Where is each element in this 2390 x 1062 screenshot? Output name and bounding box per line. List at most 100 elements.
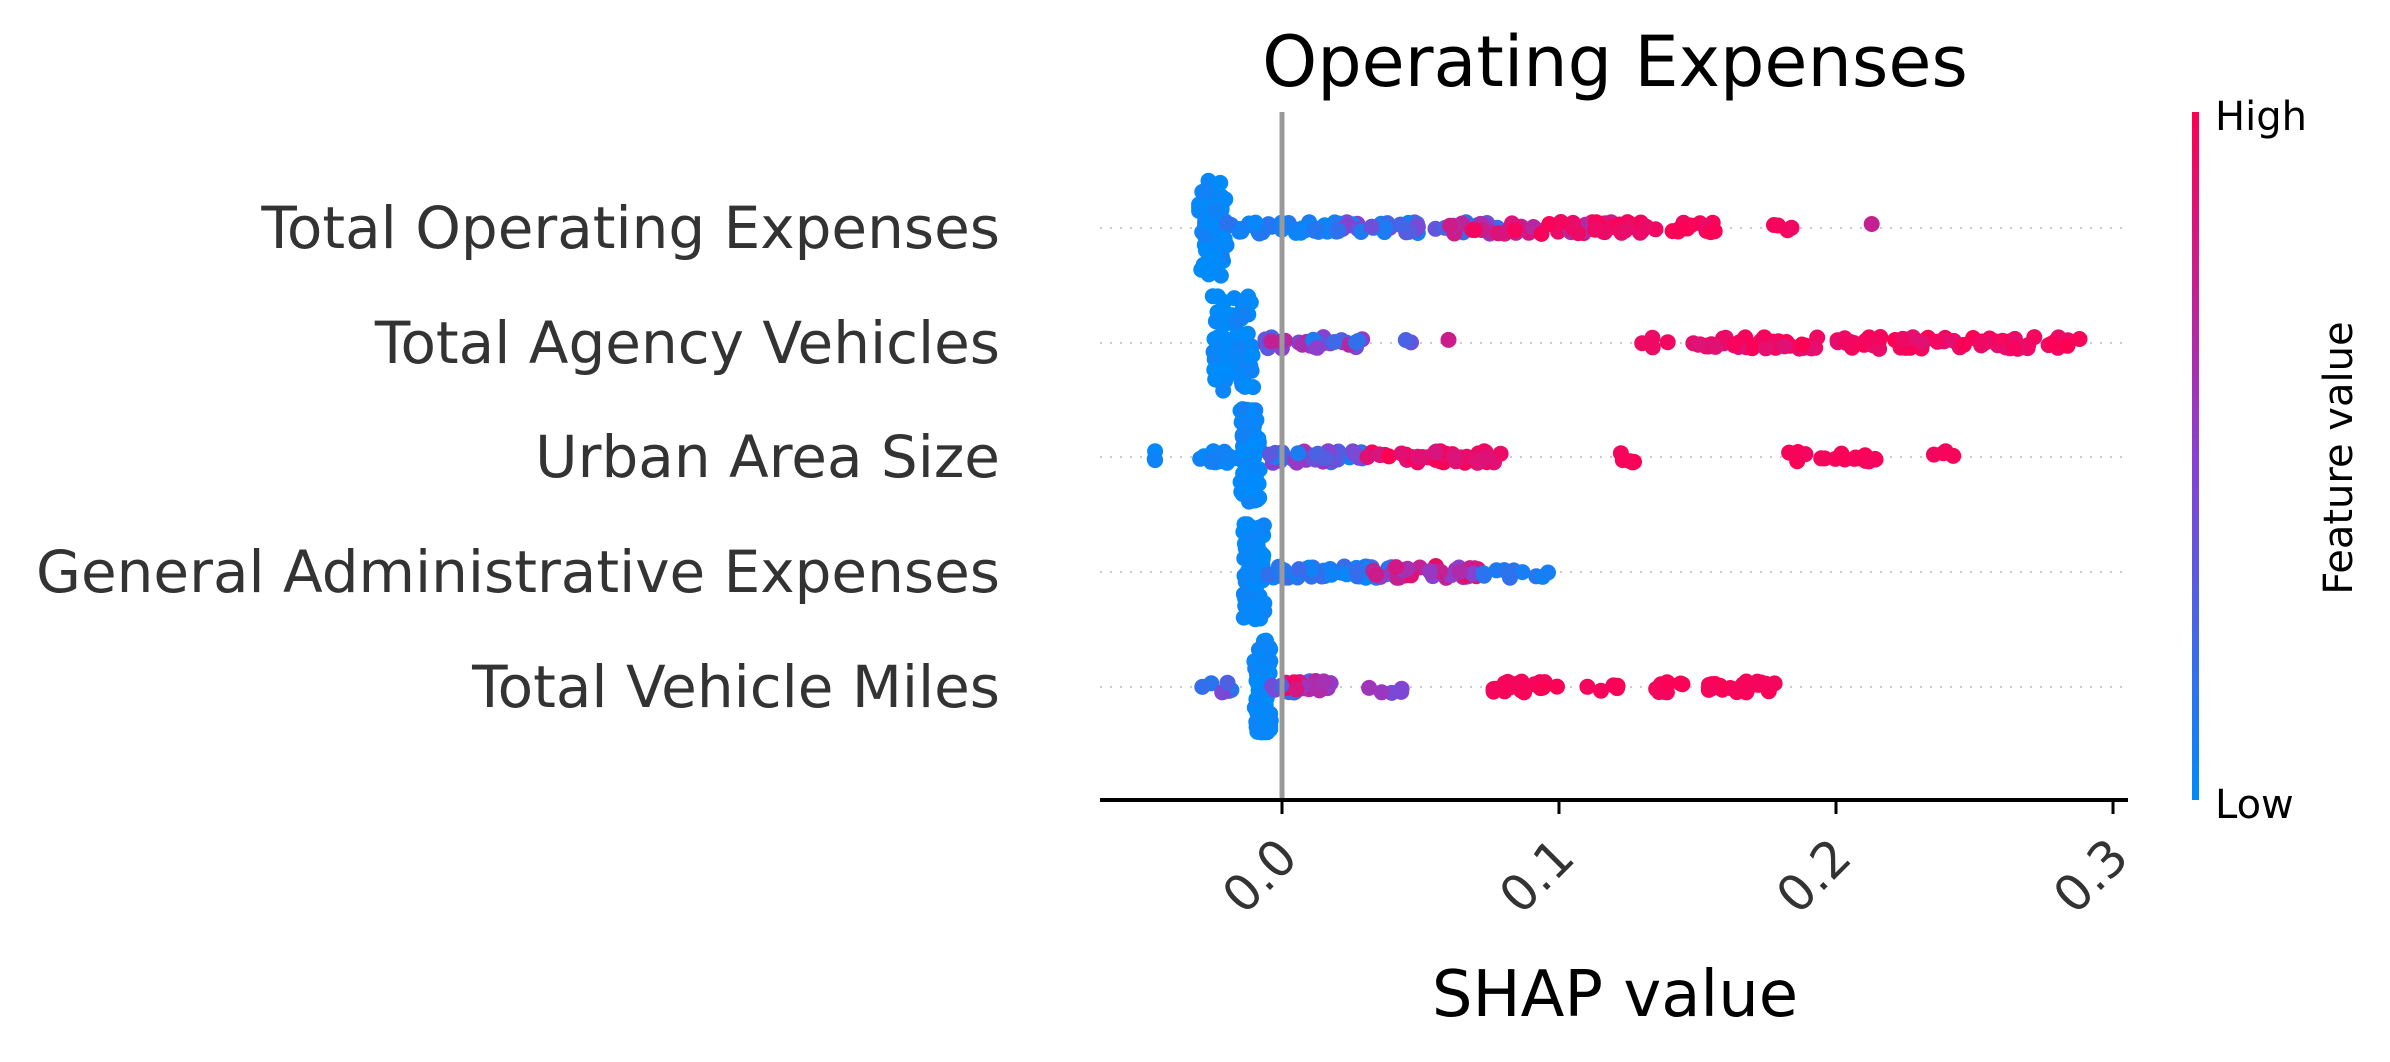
shap-point [1614,452,1631,469]
shap-point [1207,202,1224,218]
shap-point [1593,682,1609,699]
shap-point [1218,331,1235,348]
shap-point [1707,338,1724,355]
shap-point [1245,566,1261,583]
shap-point [1838,334,1855,351]
shap-point [1377,219,1394,236]
shap-point [1913,334,1930,350]
shap-point [1207,254,1224,271]
shap-point [1363,218,1380,235]
shap-point [1399,560,1416,577]
shap-point [1263,333,1280,350]
shap-point [1317,450,1334,466]
shap-point [1194,678,1211,695]
shap-point [2043,335,2060,352]
shap-point [1549,678,1565,695]
shap-point [1565,214,1581,231]
shap-point [1797,446,1814,463]
shap-point [1212,267,1229,284]
shap-point [1440,331,1457,348]
shap-point [1540,564,1556,581]
shap-point [1727,336,1744,353]
shap-point [1233,223,1250,240]
feature-label: Total Operating Expenses [260,194,1000,262]
shap-point [1244,470,1261,487]
shap-point [1781,444,1798,461]
shap-point [1200,266,1217,283]
shap-point [1442,217,1458,234]
shap-point [1219,215,1236,232]
shap-point [1476,567,1492,584]
shap-point [1216,231,1233,247]
shap-point [1516,684,1533,701]
shap-point [1638,218,1655,235]
shap-point [1743,677,1760,694]
shap-point [1929,333,1946,350]
shap-point [1248,672,1265,689]
shap-point [1466,222,1483,239]
shap-point [1393,683,1410,700]
shap-point [1146,451,1163,467]
shap-point [1744,340,1761,357]
shap-point [1664,223,1681,240]
shap-point [1315,673,1332,690]
shap-point [1367,566,1384,583]
shap-point [1757,340,1774,357]
chart-title: Operating Expenses [1262,21,1968,103]
shap-point [1238,326,1255,343]
shap-point [1783,219,1800,236]
feature-label: Total Vehicle Miles [471,653,1000,721]
shap-point [1496,675,1513,692]
shap-points [1146,172,2088,741]
shap-point [1330,223,1347,239]
shap-point [1588,219,1605,236]
shap-point [1197,242,1214,259]
shap-point [1479,450,1496,467]
shap-point [1241,493,1257,510]
shap-point [1871,340,1888,357]
shap-point [1237,292,1254,309]
colorbar: High Low Feature value [2192,94,2362,828]
shap-point [1894,330,1911,347]
shap-point [1863,216,1880,232]
shap-point [2059,337,2076,354]
shap-point [1414,449,1431,465]
feature-label: General Administrative Expenses [36,538,1000,606]
shap-point [1244,347,1261,364]
shap-point [1387,559,1404,576]
shap-point [1257,635,1273,652]
colorbar-high-label: High [2215,94,2307,140]
shap-point [1205,451,1222,468]
shap-point [1427,444,1444,461]
shap-point [1492,445,1509,462]
shap-point [1290,445,1307,462]
shap-point [1659,334,1676,351]
shap-point [1346,445,1363,462]
shap-point [1579,678,1596,695]
shap-point [1256,595,1273,612]
colorbar-low-label: Low [2215,782,2294,828]
shap-point [1359,449,1376,465]
shap-point [1227,349,1244,365]
shap-point [1857,332,1874,349]
shap-point [1499,564,1516,581]
shap-point [1392,216,1409,233]
shap-point [1236,307,1253,324]
shap-point [1257,724,1274,741]
shap-point [1207,313,1224,330]
shap-point [1220,447,1237,464]
colorbar-gradient [2192,112,2199,800]
shap-point [1239,605,1256,622]
shap-point [1215,382,1232,399]
shap-point [1397,332,1414,348]
shap-point [1238,377,1255,394]
shap-point [1690,336,1707,353]
shap-point [1348,334,1364,351]
shap-point [1660,675,1676,691]
shap-point [1973,333,1990,350]
x-axis-ticks: 0.0 0.1 0.2 0.3 [1211,800,2139,925]
shap-point [1451,563,1468,580]
shap-point [1393,445,1410,462]
